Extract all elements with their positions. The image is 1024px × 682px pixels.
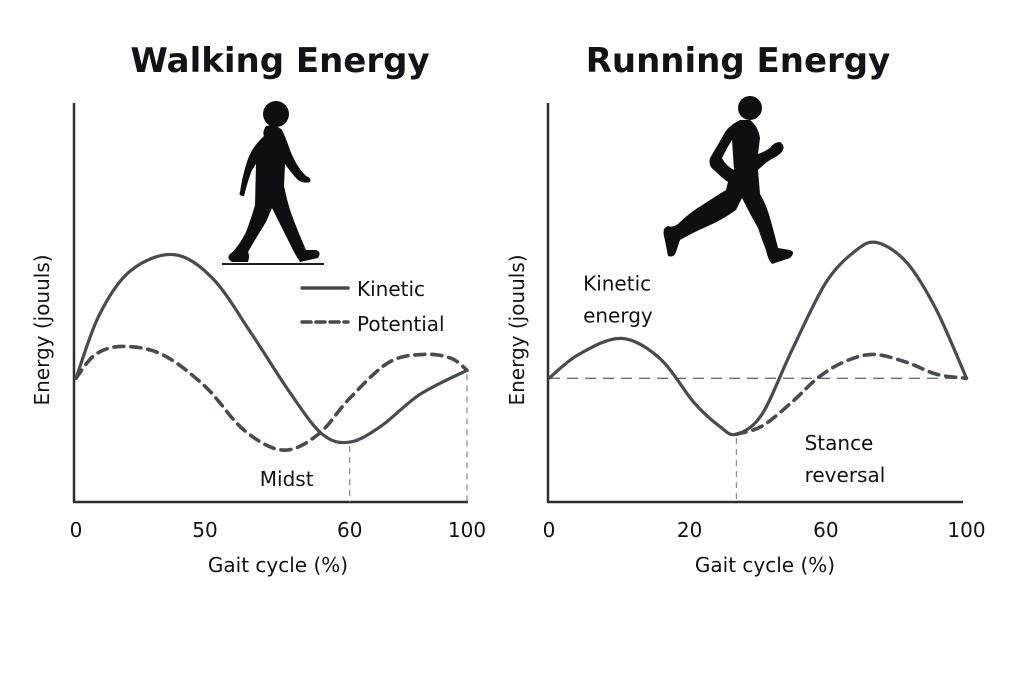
walking-x-axis-label: Gait cycle (%) [208,553,348,577]
walking-chart-title: Walking Energy [130,41,429,81]
walking-potential-curve [74,344,469,452]
walking-x-tick-label: 50 [192,518,217,542]
walking-kinetic-curve [74,252,469,445]
running-kinetic-curve [547,240,969,437]
running-energy-panel: Running Energy 0 20 60 100 Energy (jouuls) … [505,41,986,577]
walking-energy-panel: Walking Energy 0 50 60 100 Energy (jouuls) … [30,41,486,577]
walking-x-tick-label: 0 [70,518,83,542]
legend-kinetic-label: Kinetic [357,277,425,301]
walking-x-tick-label: 100 [448,518,486,542]
running-annotation: Kinetic [583,272,651,296]
running-y-axis-label: Energy (jouuls) [505,254,529,405]
running-annotation: energy [583,303,653,327]
walking-y-axis-label: Energy (jouuls) [30,254,54,405]
running-person-icon [663,96,793,264]
running-chart-title: Running Energy [586,41,891,81]
walking-person-icon [222,101,324,265]
running-x-tick-label: 60 [813,518,838,542]
running-x-tick-label: 100 [947,518,985,542]
running-x-axis-label: Gait cycle (%) [695,553,835,577]
legend-potential-label: Potential [357,312,445,336]
walking-legend: Kinetic Potential [300,277,445,336]
running-annotation: reversal [805,463,886,487]
running-potential-curve [734,352,969,436]
running-x-tick-label: 0 [543,518,556,542]
walking-annotation: Midst [260,467,314,491]
running-x-tick-label: 20 [677,518,702,542]
running-annotation: Stance [805,431,874,455]
walking-x-tick-label: 60 [337,518,362,542]
